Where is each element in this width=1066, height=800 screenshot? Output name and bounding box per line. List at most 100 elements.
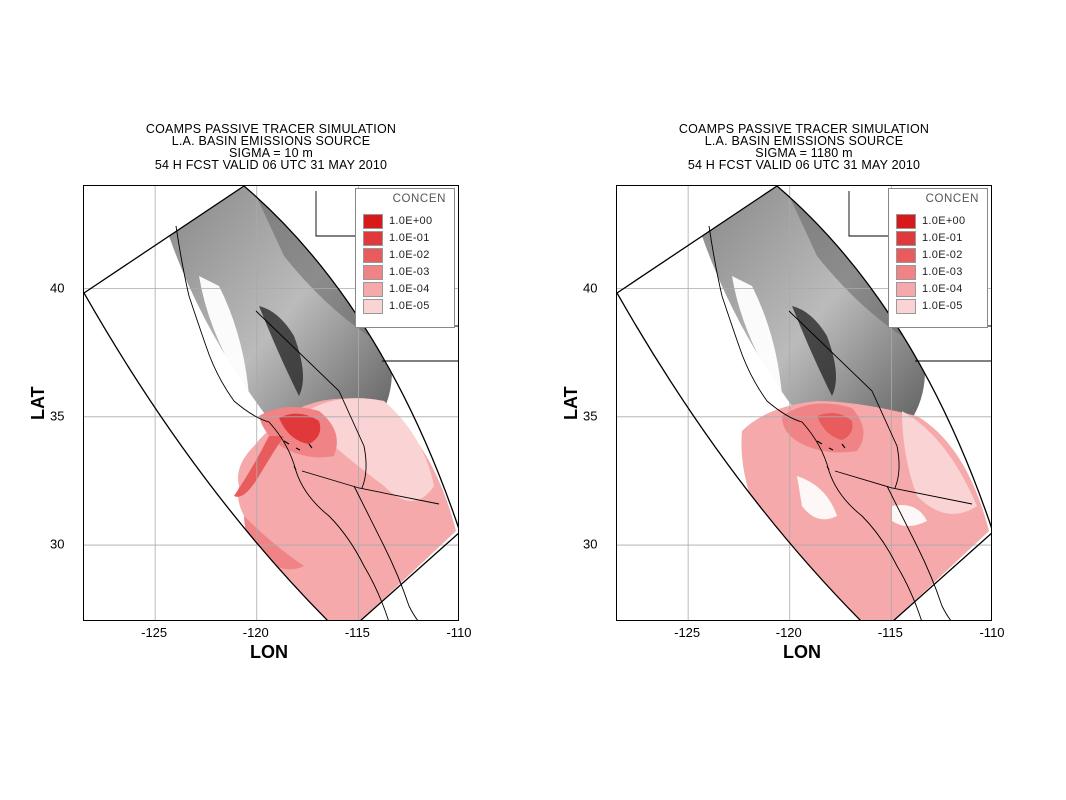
legend-entry: 1.0E+00 <box>896 213 965 229</box>
x-tick-label: -110 <box>979 625 1005 640</box>
state-border-nv-ut <box>315 191 362 237</box>
plume-streak <box>234 436 284 497</box>
coastline-mainland-east <box>353 485 418 620</box>
legend-entry: 1.0E-05 <box>363 298 430 314</box>
legend-label: 1.0E+00 <box>389 215 433 227</box>
legend-swatch <box>363 213 383 229</box>
legend-entry: 1.0E-04 <box>896 281 963 297</box>
legend-label: 1.0E+00 <box>922 215 966 227</box>
legend-entry: 1.0E-01 <box>896 230 963 246</box>
title-line: 54 H FCST VALID 06 UTC 31 MAY 2010 <box>687 158 921 172</box>
legend-swatch <box>896 247 916 263</box>
map-panel-left: COAMPS PASSIVE TRACER SIMULATION L.A. BAS… <box>0 120 480 680</box>
legend-label: 1.0E-05 <box>389 300 430 312</box>
legend-entry: 1.0E-03 <box>363 264 430 280</box>
x-axis-label: LON <box>783 642 821 662</box>
y-tick-label: 35 <box>50 408 65 424</box>
y-tick-label: 35 <box>583 408 598 424</box>
coastline <box>175 225 389 620</box>
legend-entry: 1.0E+00 <box>363 213 432 229</box>
map-title: COAMPS PASSIVE TRACER SIMULATION L.A. BAS… <box>616 122 992 172</box>
state-border-ca-nv <box>255 310 365 447</box>
legend-label: 1.0E-01 <box>922 232 963 244</box>
border-us-mexico <box>834 470 973 505</box>
legend-label: 1.0E-03 <box>922 266 963 278</box>
x-tick-label: -120 <box>775 625 802 640</box>
model-domain-outline <box>617 186 991 620</box>
legend-title: CONCEN <box>392 193 446 205</box>
legend-swatch <box>896 213 916 229</box>
map-svg <box>617 186 991 620</box>
terrain-ridge <box>259 306 303 396</box>
legend-entry: 1.0E-02 <box>363 247 430 263</box>
channel-islands <box>283 440 313 471</box>
legend-swatch <box>363 298 383 314</box>
legend-entry: 1.0E-02 <box>896 247 963 263</box>
legend-label: 1.0E-02 <box>389 249 430 261</box>
x-tick-label: -125 <box>141 625 168 640</box>
legend-title: CONCEN <box>925 193 979 205</box>
legend-label: 1.0E-04 <box>389 283 430 295</box>
plume-trace <box>902 411 977 514</box>
legend-swatch <box>363 230 383 246</box>
y-axis-label: LAT <box>28 386 48 420</box>
title-line: SIGMA = 10 m <box>228 146 314 160</box>
legend-entry: 1.0E-05 <box>896 298 963 314</box>
title-line: COAMPS PASSIVE TRACER SIMULATION <box>678 122 930 136</box>
concentration-legend: CONCEN 1.0E+00 1.0E-01 1.0E-02 1.0E-03 1.0E-0… <box>355 188 455 328</box>
legend-entry: 1.0E-01 <box>363 230 430 246</box>
legend-swatch <box>896 281 916 297</box>
legend-swatch <box>896 298 916 314</box>
coastline-mainland-east <box>886 485 951 620</box>
plume-clear-patch-e <box>892 505 927 526</box>
border-ca-az <box>894 445 900 489</box>
y-tick-label: 40 <box>583 280 598 296</box>
title-line: COAMPS PASSIVE TRACER SIMULATION <box>145 122 397 136</box>
legend-swatch <box>363 281 383 297</box>
channel-islands <box>816 440 846 471</box>
border-us-mexico <box>301 470 440 505</box>
terrain-valley <box>199 276 249 396</box>
x-tick-label: -115 <box>344 625 370 640</box>
x-tick-label: -110 <box>446 625 472 640</box>
legend-swatch <box>896 230 916 246</box>
title-line: L.A. BASIN EMISSIONS SOURCE <box>704 134 904 148</box>
plume-high <box>817 412 853 440</box>
map-title: COAMPS PASSIVE TRACER SIMULATION L.A. BAS… <box>83 122 459 172</box>
map-panel-right: COAMPS PASSIVE TRACER SIMULATION L.A. BAS… <box>533 120 1013 680</box>
y-axis-label: LAT <box>561 386 581 420</box>
concentration-legend: CONCEN 1.0E+00 1.0E-01 1.0E-02 1.0E-03 1.0E-0… <box>888 188 988 328</box>
legend-label: 1.0E-04 <box>922 283 963 295</box>
legend-swatch <box>363 247 383 263</box>
x-tick-label: -120 <box>242 625 269 640</box>
legend-swatch <box>896 264 916 280</box>
title-line: 54 H FCST VALID 06 UTC 31 MAY 2010 <box>154 158 388 172</box>
plume-trace <box>299 398 434 501</box>
map-frame <box>616 185 992 621</box>
x-tick-label: -125 <box>674 625 701 640</box>
state-border-ca-nv <box>788 310 898 447</box>
legend-label: 1.0E-02 <box>922 249 963 261</box>
terrain-valley <box>732 276 782 396</box>
legend-entry: 1.0E-03 <box>896 264 963 280</box>
y-tick-label: 40 <box>50 280 65 296</box>
title-line: L.A. BASIN EMISSIONS SOURCE <box>171 134 371 148</box>
plume-clear-patch <box>797 476 837 520</box>
model-domain-outline <box>84 186 458 620</box>
terrain-ridge <box>792 306 836 396</box>
legend-swatch <box>363 264 383 280</box>
border-ca-az <box>361 445 367 489</box>
legend-label: 1.0E-01 <box>389 232 430 244</box>
legend-label: 1.0E-05 <box>922 300 963 312</box>
map-svg <box>84 186 458 620</box>
y-tick-label: 30 <box>583 536 598 552</box>
x-axis-label: LON <box>250 642 288 662</box>
state-border-nv-ut <box>848 191 895 237</box>
y-tick-label: 30 <box>50 536 65 552</box>
legend-entry: 1.0E-04 <box>363 281 430 297</box>
plume-high <box>279 413 321 444</box>
legend-label: 1.0E-03 <box>389 266 430 278</box>
title-line: SIGMA = 1180 m <box>755 146 853 160</box>
x-tick-label: -115 <box>877 625 903 640</box>
coastline <box>708 225 922 620</box>
